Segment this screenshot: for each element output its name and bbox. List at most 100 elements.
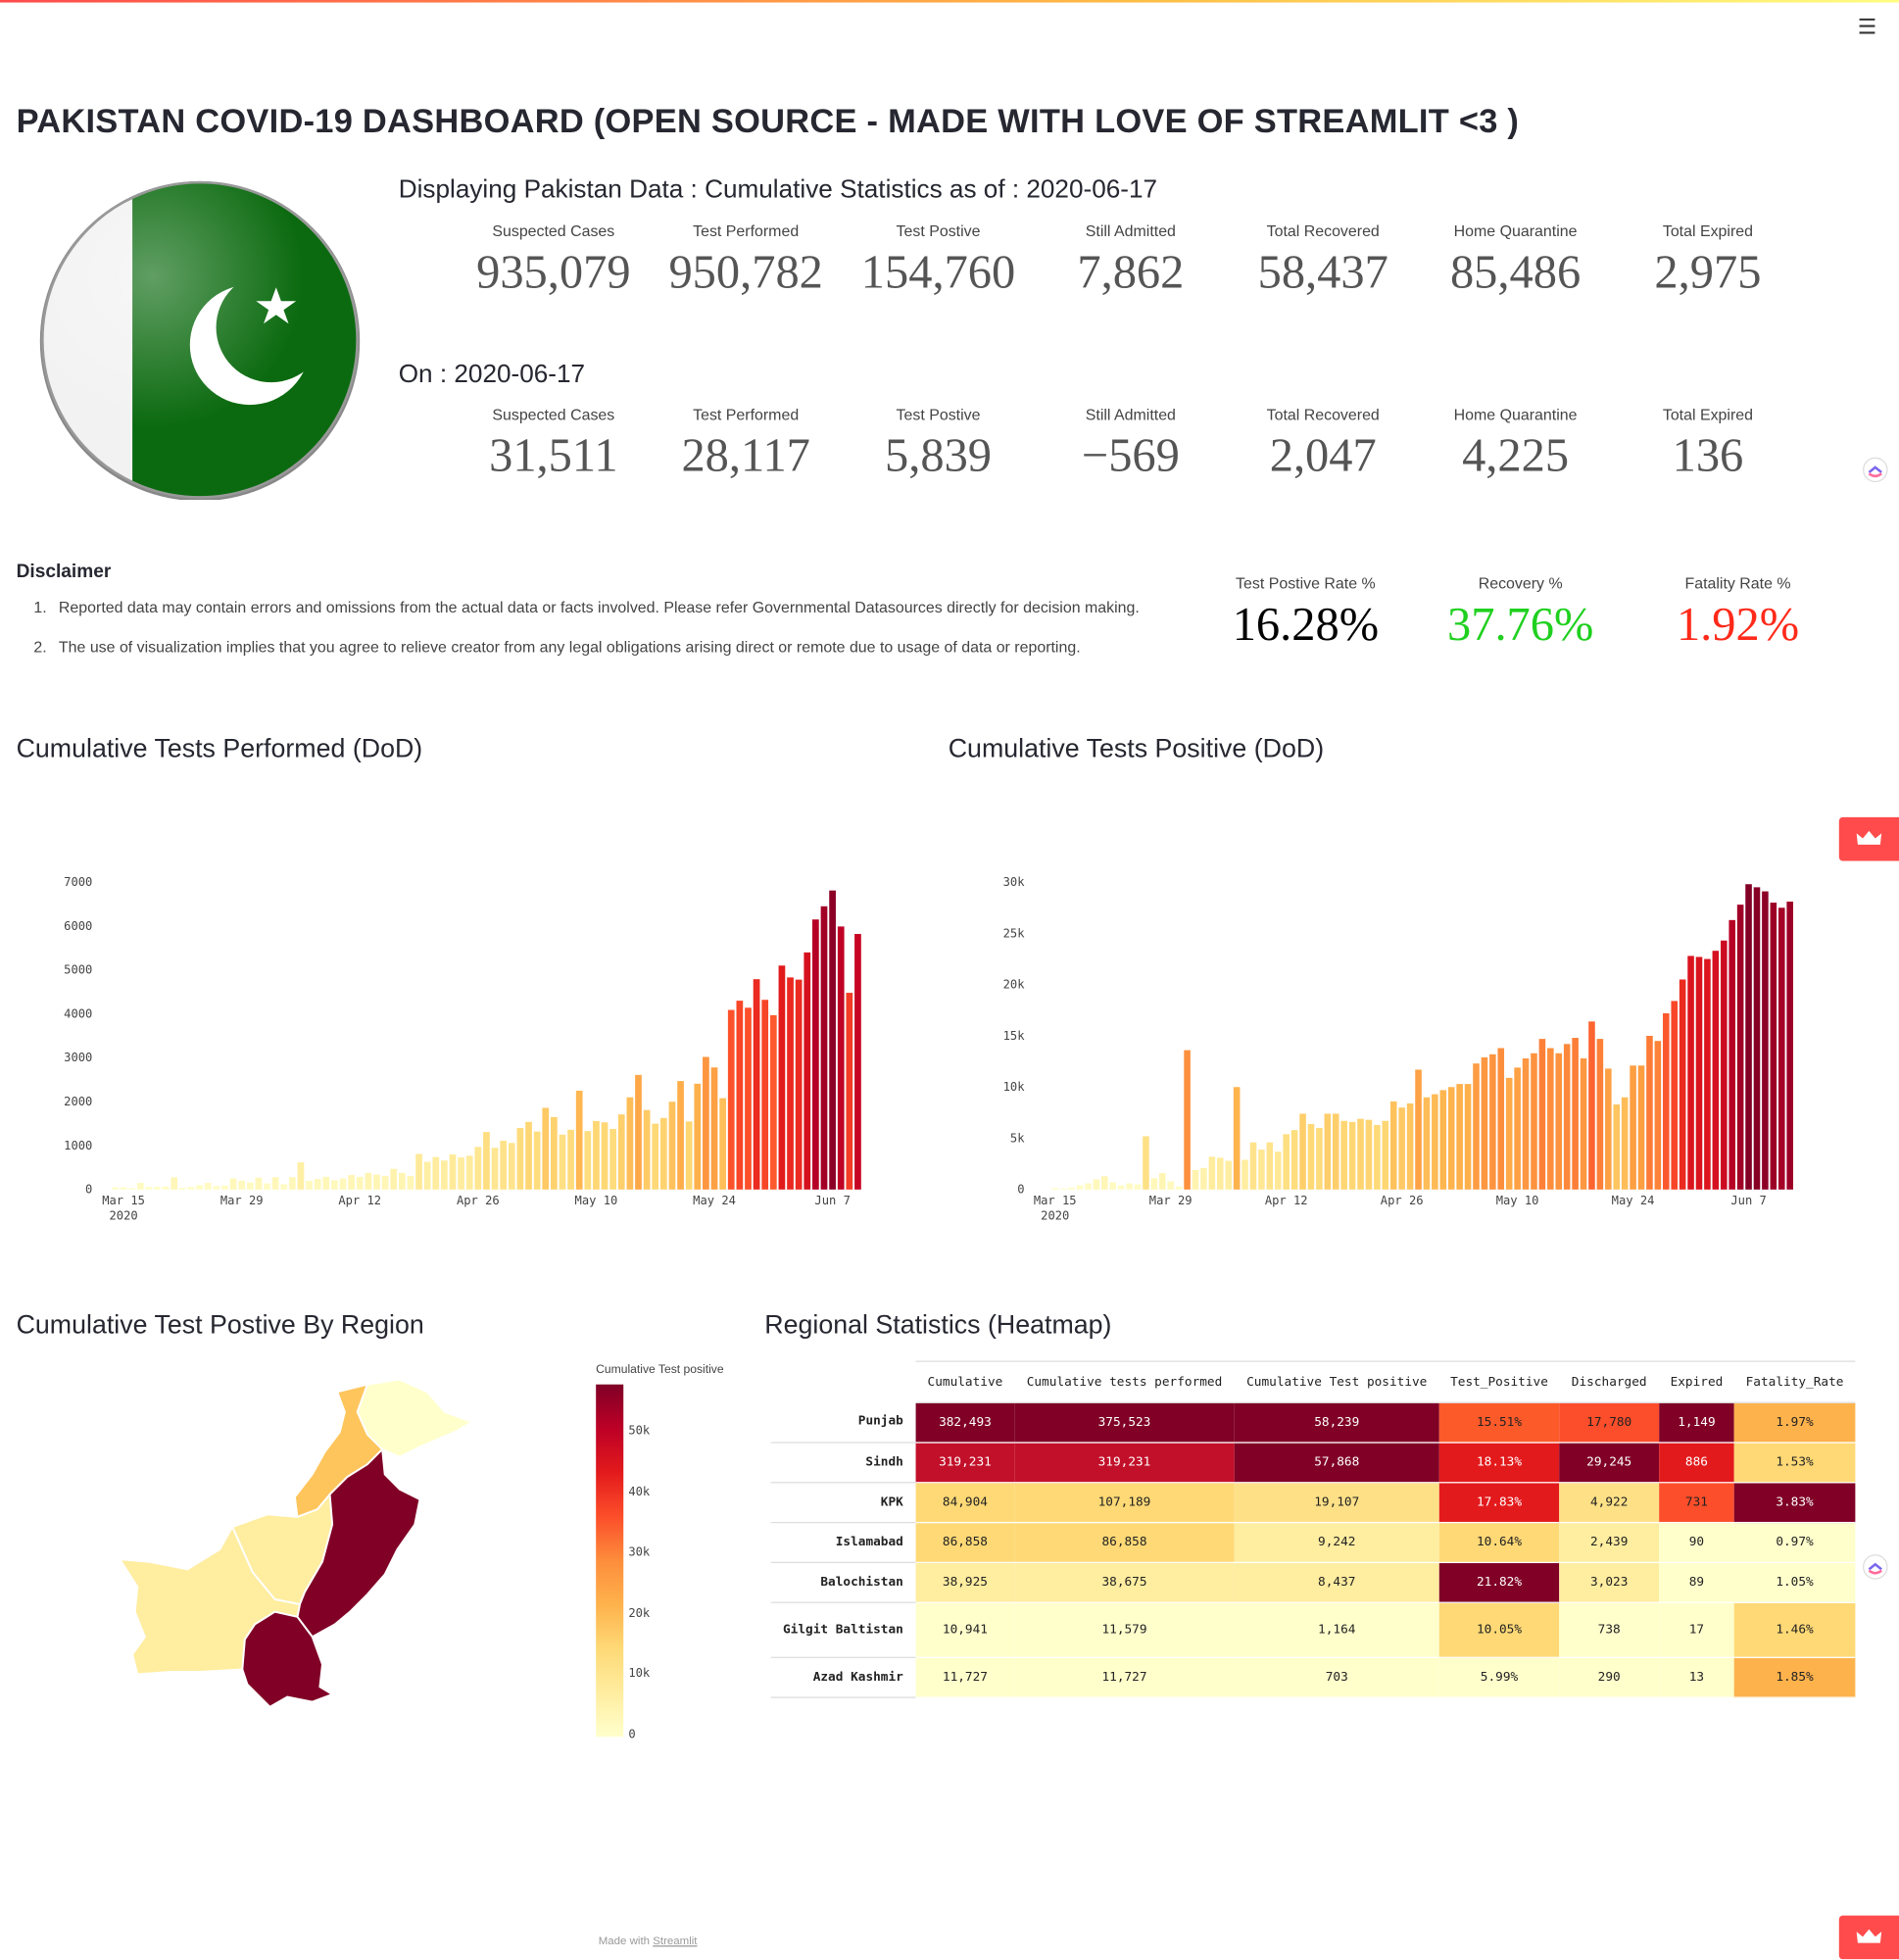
chart-bar[interactable] (803, 952, 811, 1190)
chart-bar[interactable] (348, 1175, 355, 1190)
chart-bar[interactable] (441, 1160, 448, 1190)
chart-bar[interactable] (145, 1187, 153, 1190)
chart-bar[interactable] (1365, 1119, 1373, 1190)
chart-bar[interactable] (1563, 1044, 1571, 1190)
chart-bar[interactable] (1687, 956, 1694, 1190)
chart-bar[interactable] (1150, 1178, 1158, 1190)
chart-bar[interactable] (314, 1179, 321, 1190)
chart-bar[interactable] (1159, 1173, 1166, 1190)
chart-bar[interactable] (736, 1001, 744, 1190)
chart-bar[interactable] (1109, 1182, 1117, 1190)
chart-bar[interactable] (407, 1175, 414, 1190)
chart-bar[interactable] (1415, 1069, 1422, 1190)
streamlit-crown-icon[interactable] (1838, 1915, 1899, 1960)
chart-bar[interactable] (331, 1180, 338, 1190)
chart-bar[interactable] (542, 1107, 550, 1190)
chart-bar[interactable] (769, 1014, 777, 1190)
chart-bar[interactable] (1464, 1084, 1472, 1190)
chart-bar[interactable] (136, 1183, 144, 1190)
chart-bar[interactable] (1729, 919, 1735, 1190)
chart-bar[interactable] (271, 1177, 279, 1190)
streamlit-crown-icon[interactable] (1838, 816, 1899, 861)
chart-bar[interactable] (458, 1157, 464, 1190)
chart-bar[interactable] (820, 906, 828, 1190)
chart-bar[interactable] (1580, 1057, 1587, 1190)
chart-bar[interactable] (1332, 1113, 1339, 1190)
chart-bar[interactable] (1382, 1120, 1389, 1190)
chart-bar[interactable] (1736, 905, 1744, 1190)
chart-bar[interactable] (575, 1090, 583, 1190)
chart-bar[interactable] (373, 1174, 380, 1190)
chart-bar[interactable] (787, 977, 794, 1190)
chart-bar[interactable] (465, 1155, 473, 1190)
chart-bar[interactable] (297, 1162, 305, 1190)
chart-bar[interactable] (398, 1172, 406, 1190)
chart-bar[interactable] (551, 1116, 558, 1190)
chart-bar[interactable] (1192, 1169, 1199, 1190)
chart-bar[interactable] (635, 1074, 642, 1190)
chart-bar[interactable] (1770, 903, 1777, 1190)
chart-bar[interactable] (703, 1056, 709, 1190)
chart-bar[interactable] (365, 1172, 372, 1190)
chart-bar[interactable] (322, 1176, 330, 1190)
chart-bar[interactable] (1547, 1048, 1554, 1190)
clickup-extension-icon[interactable] (1863, 457, 1888, 483)
chart-bar[interactable] (1167, 1181, 1175, 1190)
chart-bar[interactable] (1249, 1142, 1257, 1190)
chart-bar[interactable] (1059, 1188, 1067, 1190)
chart-bar[interactable] (1217, 1157, 1224, 1190)
chart-bar[interactable] (491, 1148, 499, 1190)
chart-bar[interactable] (795, 979, 803, 1190)
chart-bar[interactable] (659, 1117, 667, 1190)
chart-bar[interactable] (1406, 1102, 1414, 1190)
chart-bar[interactable] (306, 1180, 313, 1190)
chart-bar[interactable] (1605, 1068, 1612, 1190)
chart-bar[interactable] (812, 919, 819, 1190)
pakistan-region-map[interactable] (100, 1375, 500, 1725)
chart-bar[interactable] (1225, 1160, 1232, 1190)
chart-bar[interactable] (1514, 1067, 1521, 1190)
chart-bar[interactable] (120, 1187, 127, 1190)
clickup-extension-icon[interactable] (1863, 1554, 1888, 1580)
chart-bar[interactable] (1200, 1167, 1207, 1190)
chart-bar[interactable] (559, 1134, 566, 1190)
chart-bar[interactable] (668, 1102, 676, 1190)
chart-bar[interactable] (837, 926, 845, 1190)
chart-bar[interactable] (1266, 1142, 1274, 1190)
chart-bar[interactable] (1588, 1021, 1595, 1190)
chart-bar[interactable] (525, 1121, 532, 1190)
chart-bar[interactable] (854, 934, 861, 1190)
chart-bar[interactable] (685, 1121, 693, 1190)
chart-bar[interactable] (1753, 887, 1761, 1190)
chart-bar[interactable] (196, 1185, 203, 1190)
heatmap-column-header[interactable]: Cumulative Test positive (1234, 1360, 1439, 1403)
tests-positive-chart[interactable]: 0 5k 10k 15k 20k 25k 30k Mar 15 2020 Mar 29 Apr 12… (969, 862, 1844, 1238)
chart-bar[interactable] (1076, 1185, 1084, 1190)
chart-bar[interactable] (1745, 884, 1752, 1190)
chart-bar[interactable] (1175, 1186, 1183, 1190)
chart-bar[interactable] (213, 1186, 220, 1190)
chart-bar[interactable] (829, 890, 836, 1190)
chart-bar[interactable] (1208, 1156, 1216, 1190)
chart-bar[interactable] (1613, 1104, 1621, 1190)
chart-bar[interactable] (643, 1109, 651, 1190)
chart-bar[interactable] (617, 1114, 625, 1190)
chart-bar[interactable] (1456, 1084, 1463, 1190)
chart-bar[interactable] (626, 1097, 634, 1190)
chart-bar[interactable] (432, 1156, 440, 1190)
chart-bar[interactable] (1357, 1118, 1364, 1190)
map-region-punjab[interactable] (296, 1446, 421, 1639)
chart-bar[interactable] (339, 1178, 347, 1190)
chart-bar[interactable] (390, 1168, 398, 1190)
chart-bar[interactable] (162, 1186, 170, 1190)
chart-bar[interactable] (1555, 1053, 1563, 1190)
chart-bar[interactable] (1531, 1053, 1537, 1190)
chart-bar[interactable] (1101, 1176, 1108, 1190)
chart-bar[interactable] (483, 1132, 490, 1190)
chart-bar[interactable] (652, 1123, 659, 1190)
chart-bar[interactable] (288, 1177, 296, 1190)
chart-bar[interactable] (1572, 1038, 1579, 1190)
map-region-sindh[interactable] (241, 1610, 335, 1708)
chart-bar[interactable] (1663, 1012, 1670, 1190)
chart-bar[interactable] (593, 1120, 600, 1190)
